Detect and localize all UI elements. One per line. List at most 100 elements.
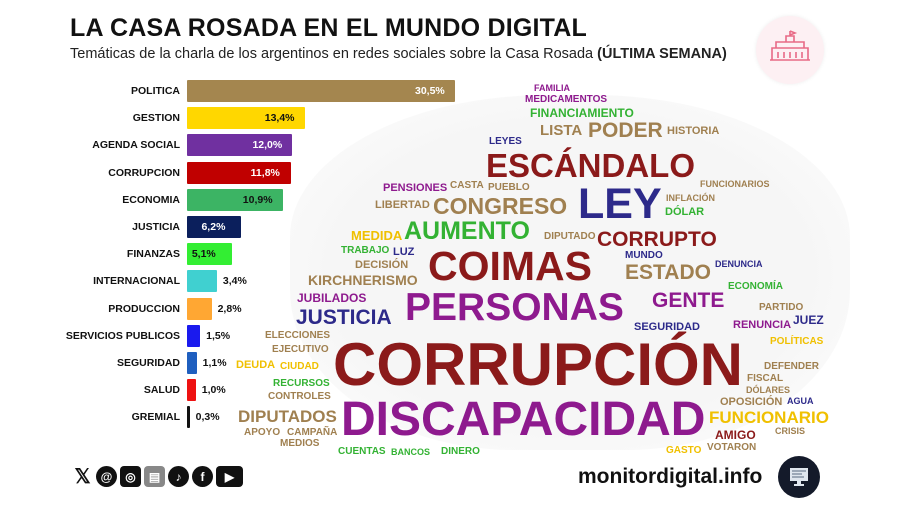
cloud-word: ECONOMÍA <box>728 281 783 292</box>
cloud-word: POLÍTICAS <box>770 336 824 347</box>
category-label: GESTION <box>132 112 180 125</box>
instagram-icon[interactable]: ◎ <box>120 466 141 487</box>
value-label: 3,4% <box>222 275 247 288</box>
cloud-word: MEDICAMENTOS <box>525 94 608 105</box>
bar <box>187 270 217 293</box>
value-label: 1,1% <box>202 357 227 369</box>
cloud-word: BANCOS <box>391 447 431 457</box>
cloud-word: GASTO <box>666 445 702 456</box>
bar <box>187 379 196 402</box>
cloud-word: COIMAS <box>428 243 592 289</box>
youtube-icon[interactable]: ▶ <box>216 466 243 487</box>
cloud-word: DINERO <box>441 446 480 457</box>
cloud-word: CUENTAS <box>338 446 386 457</box>
bar <box>187 406 190 429</box>
cloud-word: PARTIDO <box>759 302 804 313</box>
cloud-word: HISTORIA <box>667 125 720 137</box>
cloud-word: CONGRESO <box>433 193 568 219</box>
value-label: 11,8% <box>250 166 280 179</box>
cloud-word: CAMPAÑA <box>287 427 338 438</box>
cloud-word: CASTA <box>450 180 484 191</box>
cloud-word: DÓLAR <box>665 206 705 218</box>
category-label: FINANZAS <box>126 248 180 261</box>
cloud-word: JUEZ <box>793 313 824 327</box>
cloud-word: LEYES <box>489 136 522 147</box>
value-label: 13,4% <box>264 112 295 125</box>
page-title: LA CASA ROSADA EN EL MUNDO DIGITAL <box>70 14 587 42</box>
page-subtitle: Temáticas de la charla de los argentinos… <box>70 46 727 62</box>
value-label: 1,5% <box>206 329 231 342</box>
value-label: 0,3% <box>195 411 220 424</box>
bar <box>187 161 291 184</box>
cloud-word: ESCÁNDALO <box>486 147 696 184</box>
bar <box>187 107 305 130</box>
bar <box>187 324 201 347</box>
tiktok-icon[interactable]: ♪ <box>168 466 189 487</box>
bar <box>187 134 293 157</box>
cloud-word: FINANCIAMIENTO <box>530 106 634 120</box>
word-cloud-background <box>290 95 850 450</box>
cloud-word: SEGURIDAD <box>634 321 701 333</box>
category-label: SERVICIOS PUBLICOS <box>65 329 180 342</box>
category-label: AGENDA SOCIAL <box>92 139 180 152</box>
cloud-word: KIRCHNERISMO <box>308 272 418 288</box>
cloud-word: EJECUTIVO <box>272 344 329 355</box>
cloud-word: FUNCIONARIO <box>709 408 829 427</box>
social-icons: 𝕏 @ ◎ ▤ ♪ f ▶ <box>72 466 243 488</box>
bar <box>187 188 283 211</box>
cloud-word: CORRUPTO <box>597 228 717 251</box>
bar <box>187 297 212 320</box>
cloud-word: RECURSOS <box>273 378 330 389</box>
cloud-word: FUNCIONARIOS <box>700 179 770 189</box>
value-label: 1,0% <box>201 384 226 397</box>
cloud-word: AGUA <box>787 396 814 406</box>
cloud-word: MEDIDA <box>351 228 403 243</box>
cloud-word: LEY <box>578 180 662 228</box>
cloud-word: DEUDA <box>236 359 276 371</box>
cloud-word: PUEBLO <box>488 182 530 193</box>
site-url[interactable]: monitordigital.info <box>578 465 763 488</box>
category-label: JUSTICIA <box>132 221 180 233</box>
cloud-word: GENTE <box>652 289 725 312</box>
cloud-word: INFLACIÓN <box>666 193 715 203</box>
value-label: 6,2% <box>201 221 226 233</box>
cloud-word: LISTA <box>540 122 583 139</box>
category-label: GREMIAL <box>131 411 180 424</box>
facebook-icon[interactable]: f <box>192 466 213 487</box>
cloud-word: PENSIONES <box>383 182 448 194</box>
cloud-word: MEDIOS <box>280 438 320 449</box>
threads-icon[interactable]: @ <box>96 466 117 487</box>
bar <box>187 352 197 374</box>
cloud-word: MUNDO <box>625 250 663 261</box>
cloud-word: DECISIÓN <box>355 259 409 271</box>
x-icon[interactable]: 𝕏 <box>72 466 93 488</box>
cloud-word: CONTROLES <box>268 391 331 402</box>
category-label: POLITICA <box>131 85 180 97</box>
cloud-word: DENUNCIA <box>715 259 763 269</box>
cloud-word: ELECCIONES <box>265 330 331 341</box>
value-label: 2,8% <box>217 302 242 315</box>
category-label: SALUD <box>143 384 180 397</box>
category-label: SEGURIDAD <box>116 357 180 369</box>
cloud-word: PODER <box>588 119 663 142</box>
cloud-word: LIBERTAD <box>375 199 430 211</box>
cloud-word: CIUDAD <box>280 361 319 372</box>
bar <box>187 243 232 266</box>
cloud-word: FISCAL <box>747 373 784 384</box>
cloud-word: TRABAJO <box>341 245 390 256</box>
cloud-word: DISCAPACIDAD <box>341 393 706 446</box>
cloud-word: ESTADO <box>625 261 711 284</box>
category-label: INTERNACIONAL <box>93 275 180 288</box>
news-icon[interactable]: ▤ <box>144 466 165 487</box>
cloud-word: DEFENDER <box>764 361 820 372</box>
category-label: PRODUCCION <box>108 302 180 315</box>
cloud-word: APOYO <box>244 427 281 438</box>
cloud-word: JUBILADOS <box>297 291 367 305</box>
cloud-word: FAMILIA <box>534 83 570 93</box>
category-label: ECONOMIA <box>122 193 180 206</box>
monitor-icon <box>778 456 820 498</box>
cloud-word: VOTARON <box>707 442 757 453</box>
bar <box>187 80 455 102</box>
value-label: 10,9% <box>242 193 273 206</box>
casa-rosada-seal-icon <box>756 16 824 84</box>
